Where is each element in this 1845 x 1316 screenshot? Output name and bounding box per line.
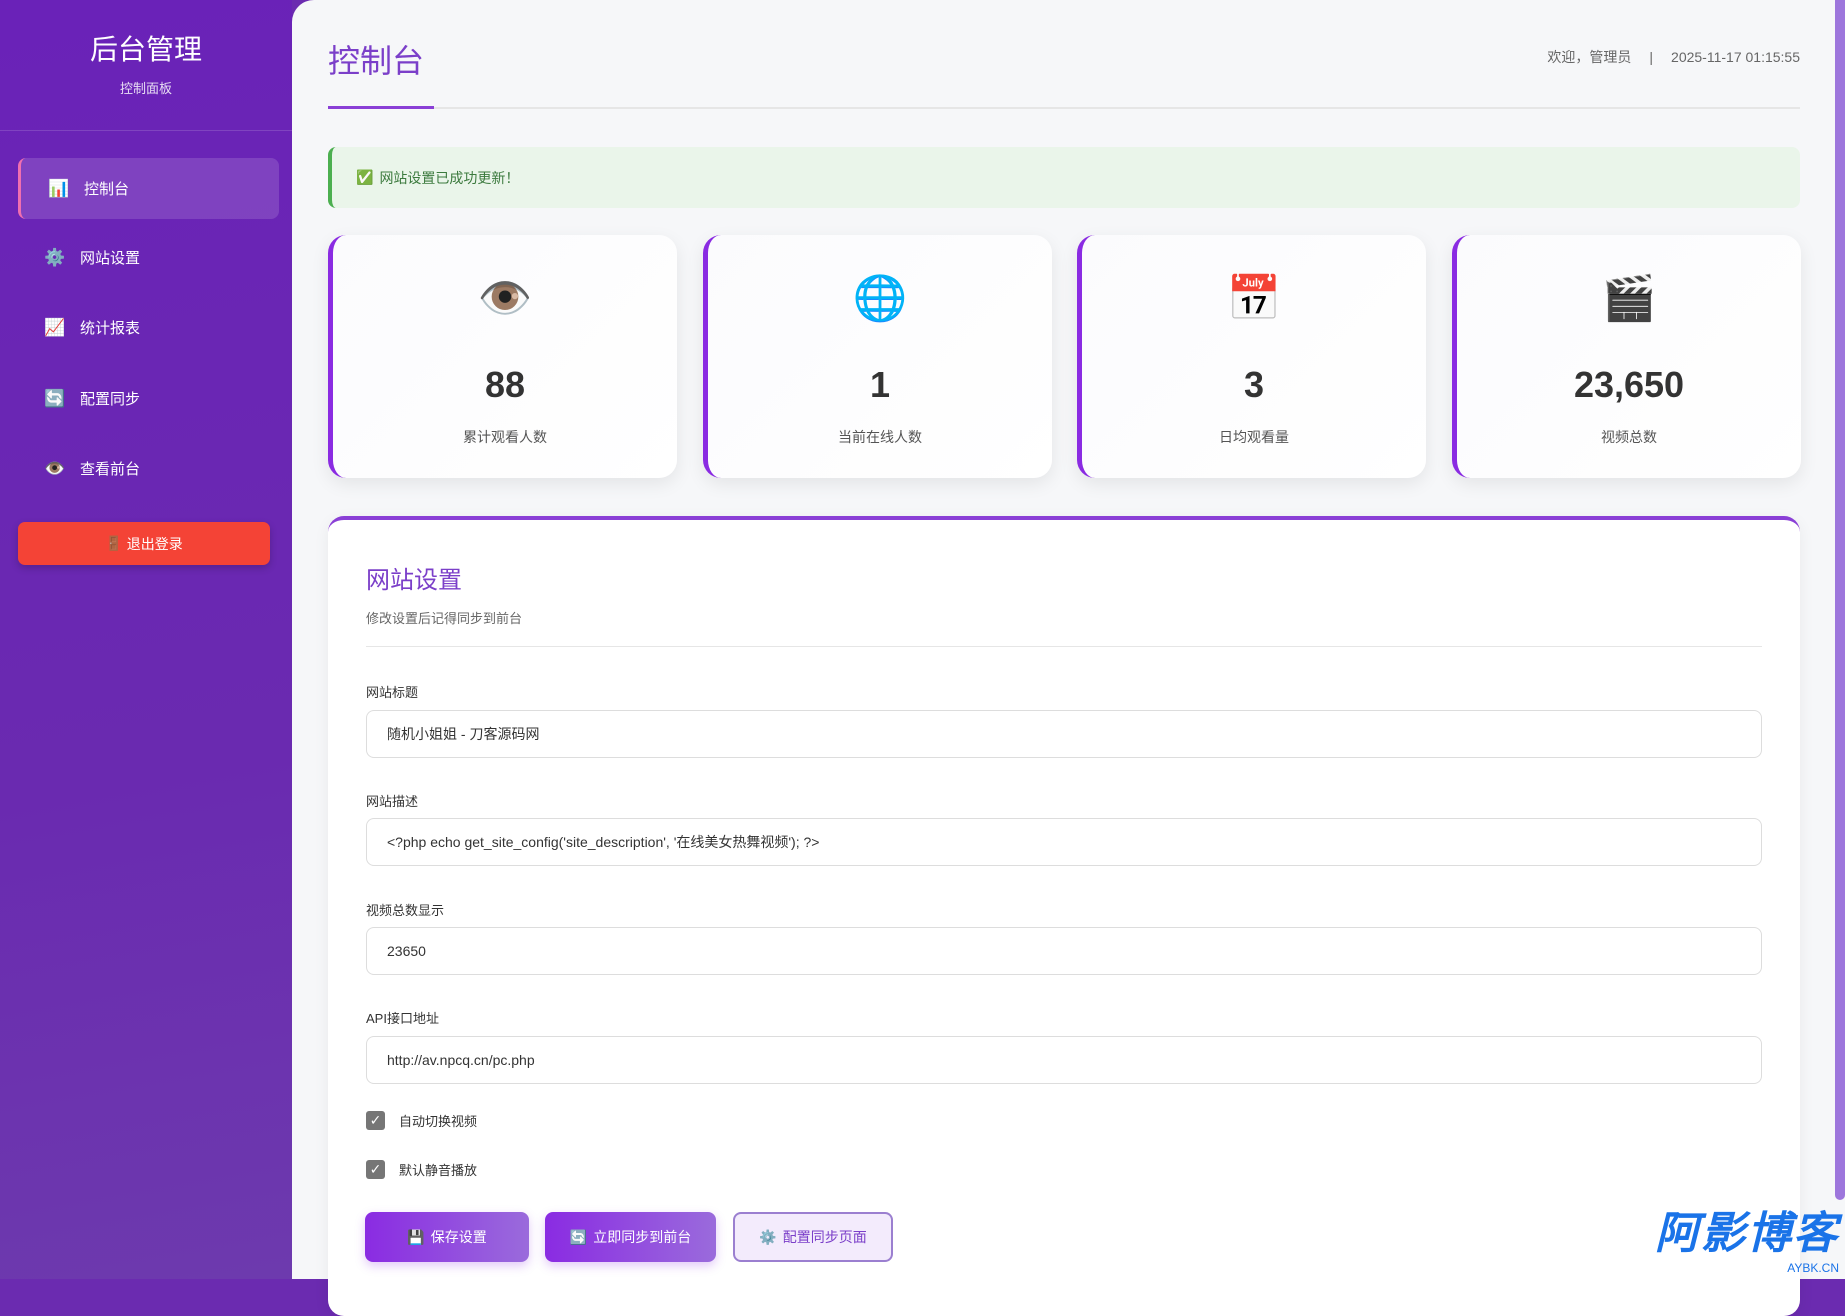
welcome-text: 欢迎，管理员 xyxy=(1547,49,1632,65)
watermark-sub: AYBK.CN xyxy=(1787,1261,1839,1275)
sidebar-item-view-frontend[interactable]: 👁️ 查看前台 xyxy=(18,438,279,499)
divider xyxy=(366,646,1762,647)
gear-icon: ⚙️ xyxy=(44,247,66,267)
floppy-disk-icon: 💾 xyxy=(407,1228,425,1245)
stat-card-daily-avg: 📅 3 日均观看量 xyxy=(1077,235,1426,478)
calendar-icon: 📅 xyxy=(1226,274,1282,323)
settings-panel: 网站设置 修改设置后记得同步到前台 网站标题 网站描述 视频总数显示 API接口… xyxy=(328,516,1800,1316)
sync-icon: 🔄 xyxy=(569,1228,588,1245)
sidebar: 后台管理 控制面板 📊 控制台 ⚙️ 网站设置 📈 统计报表 🔄 配置同步 👁️ 查看前台… xyxy=(0,0,292,1279)
trend-chart-icon: 📈 xyxy=(44,317,66,337)
page-title: 控制台 xyxy=(328,43,425,79)
sidebar-item-label: 配置同步 xyxy=(80,391,141,408)
sidebar-item-site-settings[interactable]: ⚙️ 网站设置 xyxy=(18,227,279,288)
stat-value: 88 xyxy=(484,364,526,405)
stat-label: 视频总数 xyxy=(1601,429,1657,445)
stat-label: 累计观看人数 xyxy=(463,429,547,445)
gear-icon: ⚙️ xyxy=(759,1228,777,1245)
watermark-text: 阿影博客 xyxy=(1655,1209,1839,1258)
sync-frontend-button[interactable]: 🔄 立即同步到前台 xyxy=(545,1212,716,1262)
datetime: 2025-11-17 01:15:55 xyxy=(1671,49,1800,65)
sidebar-item-label: 控制台 xyxy=(84,181,130,198)
stat-value: 3 xyxy=(1243,364,1265,405)
site-title-input[interactable] xyxy=(366,710,1762,758)
clapperboard-icon: 🎬 xyxy=(1601,274,1657,323)
api-url-input[interactable] xyxy=(366,1036,1762,1084)
stat-card-total-viewers: 👁️ 88 累计观看人数 xyxy=(328,235,677,478)
sidebar-item-label: 查看前台 xyxy=(80,461,141,478)
video-count-input[interactable] xyxy=(366,927,1762,975)
site-title-label: 网站标题 xyxy=(366,685,419,700)
watermark-logo: 阿影博客 AYBK.CN xyxy=(1655,1209,1839,1275)
settings-title: 网站设置 xyxy=(366,567,462,594)
button-label: 保存设置 xyxy=(430,1229,487,1245)
sidebar-item-dashboard[interactable]: 📊 控制台 xyxy=(18,158,279,219)
stat-value: 1 xyxy=(869,364,891,405)
button-label: 立即同步到前台 xyxy=(593,1229,692,1245)
site-description-input[interactable] xyxy=(366,818,1762,866)
checkbox-label: 默认静音播放 xyxy=(399,1163,478,1178)
sidebar-item-reports[interactable]: 📈 统计报表 xyxy=(18,297,279,358)
header-info: 欢迎，管理员 | 2025-11-17 01:15:55 xyxy=(1547,47,1800,67)
check-icon: ✅ xyxy=(356,169,374,185)
stat-label: 当前在线人数 xyxy=(838,429,922,445)
stat-card-total-videos: 🎬 23,650 视频总数 xyxy=(1452,235,1801,478)
stat-card-online: 🌐 1 当前在线人数 xyxy=(703,235,1052,478)
scrollbar[interactable] xyxy=(1835,0,1845,1200)
globe-icon: 🌐 xyxy=(852,274,908,323)
sidebar-item-config-sync[interactable]: 🔄 配置同步 xyxy=(18,368,279,429)
checkbox-checked-icon[interactable]: ✓ xyxy=(366,1160,385,1179)
sidebar-title: 后台管理 xyxy=(89,34,202,65)
sync-icon: 🔄 xyxy=(44,388,66,408)
chart-icon: 📊 xyxy=(48,178,70,198)
logout-label: 退出登录 xyxy=(126,535,183,552)
logout-button[interactable]: 🚪 退出登录 xyxy=(18,522,270,565)
alert-text: 网站设置已成功更新！ xyxy=(379,169,520,186)
success-alert: ✅ 网站设置已成功更新！ xyxy=(328,147,1800,208)
checkbox-label: 自动切换视频 xyxy=(399,1114,478,1129)
sidebar-item-label: 网站设置 xyxy=(80,250,141,267)
eye-icon: 👁️ xyxy=(477,274,533,323)
default-mute-checkbox[interactable]: ✓ 默认静音播放 xyxy=(366,1160,477,1179)
sidebar-subtitle: 控制面板 xyxy=(119,81,172,96)
save-settings-button[interactable]: 💾 保存设置 xyxy=(365,1212,529,1262)
divider xyxy=(0,130,292,131)
main-content: 控制台 欢迎，管理员 | 2025-11-17 01:15:55 ✅ 网站设置已成功更… xyxy=(292,0,1845,1316)
header-accent xyxy=(328,106,434,109)
config-sync-page-button[interactable]: ⚙️ 配置同步页面 xyxy=(733,1212,893,1262)
video-count-label: 视频总数显示 xyxy=(366,903,445,918)
door-icon: 🚪 xyxy=(105,535,123,551)
eye-icon: 👁️ xyxy=(44,458,66,478)
stat-label: 日均观看量 xyxy=(1219,429,1289,445)
api-url-label: API接口地址 xyxy=(366,1011,439,1026)
site-description-label: 网站描述 xyxy=(366,794,419,809)
button-label: 配置同步页面 xyxy=(782,1229,867,1245)
auto-switch-checkbox[interactable]: ✓ 自动切换视频 xyxy=(366,1111,477,1130)
stat-value: 23,650 xyxy=(1573,364,1685,405)
settings-subtitle: 修改设置后记得同步到前台 xyxy=(366,611,523,626)
separator: | xyxy=(1649,49,1654,65)
sidebar-item-label: 统计报表 xyxy=(80,320,141,337)
header-divider xyxy=(328,107,1800,109)
checkbox-checked-icon[interactable]: ✓ xyxy=(366,1111,385,1130)
